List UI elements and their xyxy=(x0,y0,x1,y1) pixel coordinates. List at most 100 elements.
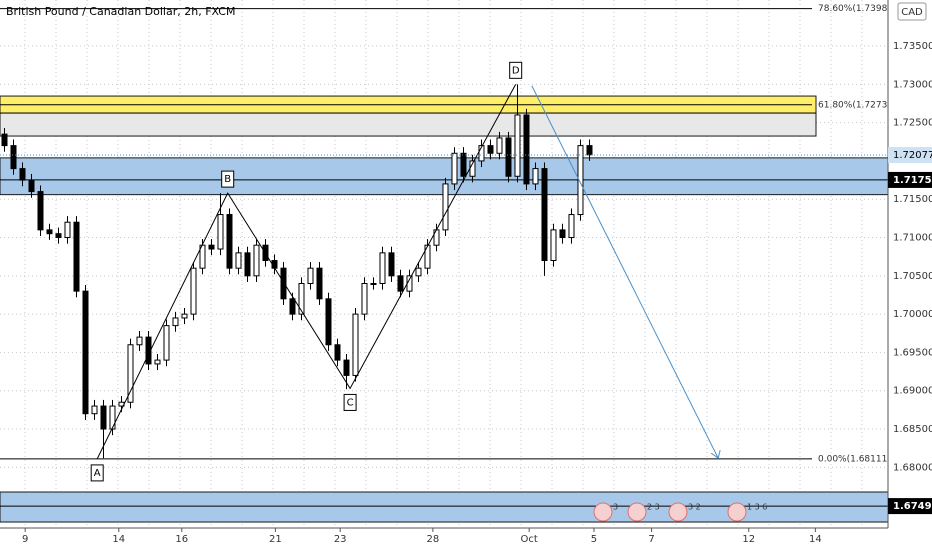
fib-label: 78.60%(1.73989) xyxy=(818,4,897,14)
candle-body xyxy=(316,267,323,300)
x-tick-label: 9 xyxy=(22,534,28,545)
price-label: 1.67494 xyxy=(893,501,932,512)
event-label: 2 3 xyxy=(647,503,660,512)
y-tick-label: 1.71500 xyxy=(893,194,932,205)
candle-body xyxy=(136,336,143,346)
candle-body xyxy=(55,233,62,239)
candle-body xyxy=(37,191,44,231)
x-tick-label: 7 xyxy=(648,534,654,545)
y-tick-label: 1.68000 xyxy=(893,462,932,473)
candle-body xyxy=(82,290,89,415)
candle-body xyxy=(19,168,26,181)
currency: CAD xyxy=(901,7,923,18)
projection-line xyxy=(531,85,719,459)
event-label: 3 2 xyxy=(688,503,701,512)
candle-body xyxy=(568,214,575,239)
candle-body xyxy=(559,229,566,239)
candle-body xyxy=(28,179,35,193)
candle-body xyxy=(298,282,305,315)
candle-body xyxy=(181,313,188,319)
candle-body xyxy=(577,145,584,216)
candle-body xyxy=(550,229,557,262)
x-tick-label: 16 xyxy=(175,534,188,545)
x-tick-label: 21 xyxy=(269,534,282,545)
chart-title: British Pound / Canadian Dollar, 2h, FXC… xyxy=(6,5,235,18)
candle-body xyxy=(244,252,251,277)
candle-body xyxy=(226,214,233,269)
y-tick-label: 1.68500 xyxy=(893,424,932,435)
candle-body xyxy=(64,221,71,239)
candle-body xyxy=(154,359,161,365)
candle-body xyxy=(424,244,431,269)
price-label: 1.71752 xyxy=(893,175,932,186)
candle-body xyxy=(532,168,539,185)
pattern-label: B xyxy=(224,174,231,185)
pattern-label: D xyxy=(512,65,520,76)
pattern-label-box xyxy=(343,393,357,411)
x-tick-label: 14 xyxy=(809,534,822,545)
candle-body xyxy=(1,133,8,147)
pattern-label-box xyxy=(90,464,104,482)
event-icon xyxy=(627,502,647,522)
pattern-line xyxy=(96,84,517,460)
candle-body xyxy=(541,168,548,262)
candle-body xyxy=(487,145,494,154)
y-tick-label: 1.70500 xyxy=(893,271,932,282)
fib-label: 0.00%(1.68111) xyxy=(818,454,891,464)
candle-body xyxy=(451,152,458,185)
candle-body xyxy=(280,267,287,300)
candle-body xyxy=(127,344,134,403)
pattern-label-box xyxy=(221,170,235,188)
candle-body xyxy=(208,244,215,250)
candle-body xyxy=(334,344,341,361)
last-price-label: 1.72077 xyxy=(893,150,932,161)
candle-body xyxy=(397,275,404,292)
last-price-box xyxy=(888,147,932,164)
pattern-label-box xyxy=(509,61,523,79)
candle-body xyxy=(100,405,107,430)
event-label: 1 3 6 xyxy=(747,503,767,512)
candle-body xyxy=(73,221,80,292)
candle-body xyxy=(523,114,530,185)
candle-body xyxy=(145,336,152,365)
candle-body xyxy=(388,252,395,277)
event-label: 3 xyxy=(613,503,618,512)
candle-body xyxy=(505,137,512,177)
currency-box xyxy=(897,2,927,21)
x-tick-label: 23 xyxy=(334,534,347,545)
candle-body xyxy=(325,298,332,346)
x-tick-label: Oct xyxy=(521,534,538,545)
candle-body xyxy=(514,114,521,177)
fib-label: 61.80%(1.72733) xyxy=(818,100,897,110)
candle-body xyxy=(253,244,260,277)
price-axis xyxy=(888,0,932,550)
candle-body xyxy=(442,183,449,231)
y-tick-label: 1.70000 xyxy=(893,309,932,320)
price-label-box xyxy=(888,171,932,188)
event-icon xyxy=(593,502,613,522)
x-tick-label: 12 xyxy=(742,534,755,545)
event-icon xyxy=(727,502,747,522)
x-tick-label: 14 xyxy=(112,534,125,545)
candle-body xyxy=(109,405,116,430)
y-tick-label: 1.69500 xyxy=(893,347,932,358)
candle-body xyxy=(586,145,593,156)
event-icon xyxy=(668,502,688,522)
candle-body xyxy=(496,137,503,154)
zone xyxy=(0,112,817,137)
candle-body xyxy=(307,267,314,284)
pattern-label: A xyxy=(94,468,101,479)
candle-body xyxy=(289,298,296,315)
candle-body xyxy=(370,282,377,285)
candle-body xyxy=(172,317,179,327)
candle-body xyxy=(163,325,170,361)
candle-body xyxy=(10,145,17,170)
pattern-label: C xyxy=(347,397,354,408)
candle-body xyxy=(217,214,224,250)
candle-body xyxy=(235,252,242,269)
candle-body xyxy=(190,267,197,315)
candle-body xyxy=(352,313,359,376)
plot-area: 78.60%(1.73989) 61.80%(1.72733) 0.00%(1.68… xyxy=(0,0,897,528)
candle-body xyxy=(460,152,467,177)
